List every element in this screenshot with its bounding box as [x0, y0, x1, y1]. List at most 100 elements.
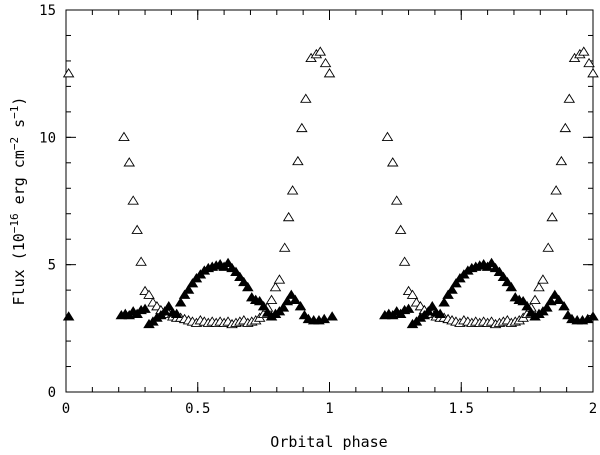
filled-triangle-point	[234, 271, 246, 282]
open-triangle-point	[546, 211, 558, 222]
filled-triangle-point	[587, 311, 599, 321]
open-triangle-point	[550, 185, 562, 195]
filled-triangle-point	[294, 301, 307, 311]
filled-triangle-point	[442, 289, 454, 299]
open-triangle-series	[62, 46, 599, 329]
x-tick-label: 0.5	[185, 401, 210, 417]
open-triangle-point	[323, 68, 336, 78]
y-tick-label: 10	[39, 130, 56, 146]
y-axis-label-part: s	[10, 119, 28, 137]
filled-triangle-point	[549, 289, 561, 299]
open-triangle-point	[143, 289, 155, 299]
x-tick-label: 1	[325, 401, 333, 417]
open-triangle-point	[533, 281, 545, 292]
filled-triangle-point	[426, 301, 439, 311]
filled-triangle-point	[552, 294, 565, 304]
open-triangle-point	[559, 122, 572, 133]
open-triangle-point	[62, 68, 75, 78]
open-triangle-point	[265, 294, 278, 304]
filled-triangle-point	[485, 257, 498, 268]
open-triangle-point	[300, 93, 312, 103]
open-triangle-point	[273, 274, 286, 284]
open-triangle-point	[542, 242, 554, 252]
open-triangle-point	[563, 93, 576, 103]
open-triangle-point	[131, 224, 143, 234]
filled-triangle-point	[277, 302, 290, 312]
open-triangle-point	[381, 131, 394, 141]
x-tick-label: 2	[589, 401, 597, 417]
x-axis-label: Orbital phase	[270, 433, 387, 451]
open-triangle-point	[118, 131, 130, 141]
x-tick-label: 1.5	[449, 401, 474, 417]
filled-triangle-point	[434, 308, 446, 318]
filled-triangle-point	[517, 295, 529, 306]
open-triangle-point	[135, 256, 147, 266]
open-triangle-point	[123, 157, 136, 167]
open-triangle-point	[278, 242, 291, 252]
minor-ticks	[65, 9, 594, 393]
open-triangle-point	[529, 294, 541, 304]
filled-triangle-point	[159, 306, 171, 316]
open-triangle-point	[296, 122, 308, 133]
open-triangle-point	[314, 46, 327, 56]
filled-triangle-point	[558, 301, 570, 311]
filled-triangle-point	[422, 306, 435, 316]
filled-triangle-point	[318, 313, 330, 324]
filled-triangle-point	[402, 303, 415, 313]
open-triangle-point	[587, 68, 599, 78]
filled-triangle-point	[230, 266, 242, 276]
open-triangle-point	[319, 57, 332, 68]
y-axis-label-exp: −1	[8, 106, 21, 119]
open-triangle-point	[394, 224, 407, 234]
open-triangle-point	[292, 155, 304, 166]
filled-triangle-point	[450, 278, 462, 288]
filled-triangle-point	[505, 281, 518, 292]
open-triangle-point	[269, 281, 282, 292]
open-triangle-point	[578, 46, 590, 56]
y-axis-label: Flux (10−16 erg cm−2 s−1)	[8, 97, 28, 306]
tick-labels: 0 0.5 1 1.5 2 0 5 10 15	[39, 3, 597, 417]
filled-triangle-point	[253, 295, 266, 306]
filled-triangle-point	[501, 276, 514, 287]
filled-triangle-point	[257, 301, 270, 311]
y-axis-label-part: )	[10, 97, 28, 106]
filled-triangle-point	[493, 266, 506, 276]
y-axis-label-exp: −16	[8, 213, 21, 233]
filled-triangle-point	[289, 294, 302, 304]
filled-triangle-point	[281, 295, 294, 306]
filled-triangle-series	[62, 257, 599, 329]
y-tick-label: 15	[39, 3, 56, 19]
y-tick-label: 0	[48, 385, 56, 401]
y-axis-label-exp: −2	[8, 137, 21, 150]
open-triangle-point	[583, 57, 595, 68]
filled-triangle-point	[186, 278, 199, 288]
filled-triangle-point	[438, 297, 450, 307]
y-axis-label-part: Flux (10	[10, 233, 28, 305]
filled-triangle-point	[62, 311, 75, 321]
y-axis-label-part: erg cm	[10, 150, 28, 213]
filled-triangle-point	[541, 302, 553, 312]
filled-triangle-point	[285, 289, 298, 299]
filled-triangle-point	[521, 301, 533, 311]
open-triangle-point	[282, 211, 295, 222]
open-triangle-point	[390, 195, 403, 205]
filled-triangle-point	[139, 303, 151, 313]
filled-triangle-point	[182, 284, 195, 294]
open-triangle-point	[537, 274, 549, 284]
filled-triangle-point	[178, 289, 191, 299]
filled-triangle-point	[545, 295, 557, 306]
filled-triangle-point	[222, 257, 234, 268]
open-triangle-point	[555, 155, 568, 166]
filled-triangle-point	[497, 271, 510, 282]
y-tick-label: 5	[48, 258, 56, 274]
filled-triangle-point	[162, 301, 175, 311]
open-triangle-point	[386, 157, 399, 167]
open-triangle-point	[398, 256, 411, 266]
open-triangle-point	[286, 185, 299, 195]
x-tick-label: 0	[62, 401, 70, 417]
open-triangle-point	[127, 195, 139, 205]
filled-triangle-point	[326, 311, 338, 321]
filled-triangle-point	[238, 276, 250, 287]
filled-triangle-point	[174, 297, 187, 307]
